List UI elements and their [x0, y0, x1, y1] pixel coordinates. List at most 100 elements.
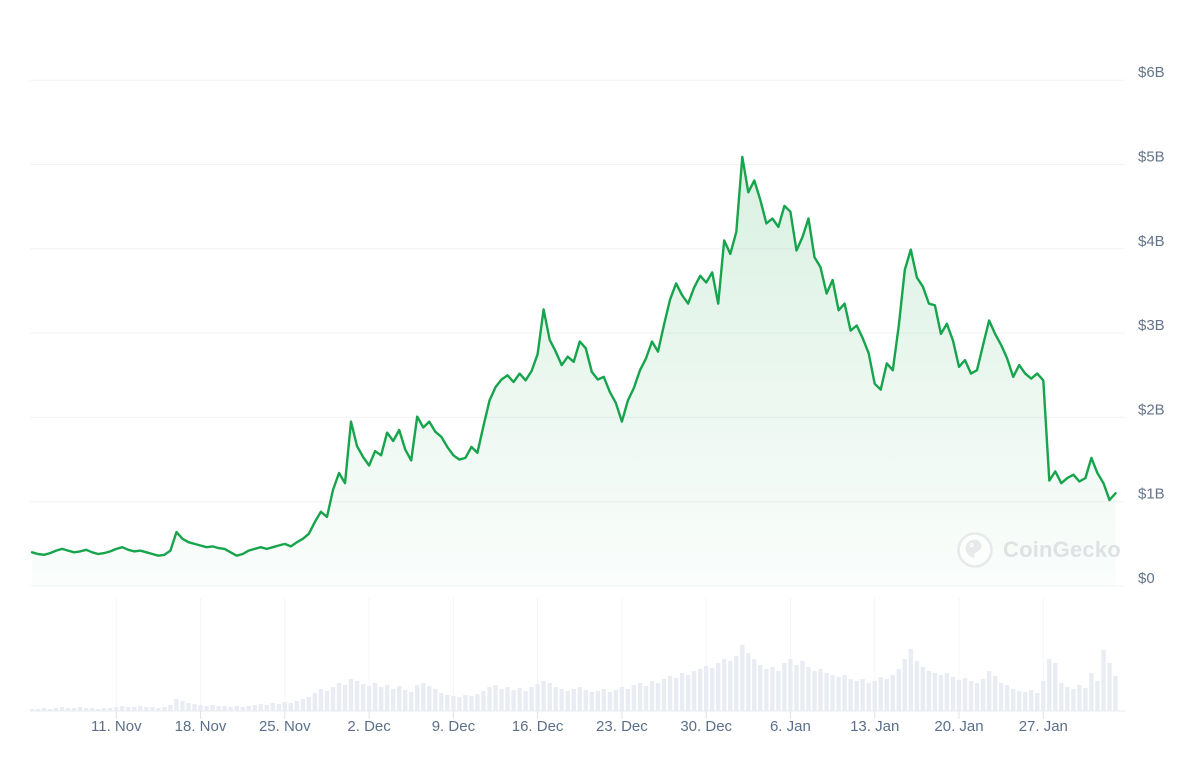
- volume-bar: [511, 690, 516, 711]
- volume-bar: [1011, 689, 1016, 711]
- volume-bar: [138, 706, 143, 711]
- volume-bar: [583, 690, 588, 711]
- volume-bar: [710, 668, 715, 711]
- volume-bar: [216, 706, 221, 711]
- volume-bar: [607, 692, 613, 711]
- volume-bar: [433, 689, 438, 711]
- volume-bar: [920, 667, 926, 711]
- x-axis-label: 25. Nov: [259, 718, 311, 735]
- volume-bar: [728, 661, 733, 711]
- volume-bar: [252, 705, 257, 711]
- volume-bar: [65, 708, 71, 711]
- volume-bar: [493, 685, 498, 711]
- x-axis-labels: 11. Nov 18. Nov 25. Nov 2. Dec 9. Dec 16. Dec…: [91, 718, 1068, 735]
- volume-bar: [457, 697, 462, 711]
- volume-bar: [980, 679, 986, 711]
- volume-bar: [1017, 691, 1022, 711]
- volume-bar: [661, 679, 667, 711]
- volume-bar: [71, 708, 77, 711]
- volume-bar: [890, 675, 895, 711]
- volume-bar: [950, 677, 956, 711]
- volume-bar: [716, 663, 721, 711]
- volume-bar: [565, 691, 570, 711]
- volume-bar: [824, 673, 829, 711]
- volume-bar: [908, 649, 913, 711]
- volume-bar: [1071, 689, 1076, 711]
- volume-bar: [926, 671, 932, 711]
- volume-bar: [800, 661, 805, 711]
- volume-bar: [487, 687, 492, 711]
- volume-bar: [96, 709, 101, 711]
- volume-bar: [571, 689, 576, 711]
- volume-bar: [974, 683, 980, 711]
- volume-bar: [625, 689, 631, 711]
- volume-bar: [541, 681, 546, 711]
- volume-bar: [932, 673, 938, 711]
- volume-bar: [559, 689, 564, 711]
- y-axis-label: $1B: [1138, 486, 1165, 503]
- volume-bar: [421, 683, 426, 711]
- volume-bar: [914, 661, 920, 711]
- volume-bar: [854, 681, 859, 711]
- volume-bar: [258, 704, 263, 711]
- volume-bar: [439, 693, 444, 711]
- volume-bar: [673, 678, 679, 711]
- price-line[interactable]: [30, 155, 1117, 557]
- volume-bar: [1065, 687, 1070, 711]
- volume-bar: [53, 708, 59, 711]
- volume-bar: [186, 703, 191, 711]
- volume-bar: [836, 677, 841, 711]
- volume-bar: [391, 689, 396, 711]
- volume-bar: [830, 675, 835, 711]
- volume-bar: [992, 676, 998, 711]
- volume-bar: [685, 675, 691, 711]
- volume-bar: [1047, 659, 1052, 711]
- volume-bar: [162, 707, 167, 711]
- volume-bar: [312, 693, 318, 711]
- volume-bar: [378, 687, 384, 711]
- volume-bar: [818, 669, 823, 711]
- volume-bar: [746, 653, 751, 711]
- volume-bar: [228, 707, 233, 711]
- volume-bar: [962, 678, 968, 711]
- volume-bar: [1053, 663, 1058, 711]
- volume-bar: [752, 659, 757, 711]
- volume-bar: [174, 699, 179, 711]
- volume-bar: [896, 669, 901, 711]
- volume-bar: [902, 659, 907, 711]
- volume-bar: [35, 709, 41, 711]
- volume-bar: [300, 699, 306, 711]
- price-area-fill: [32, 156, 1116, 586]
- x-axis-label: 6. Jan: [770, 718, 811, 735]
- y-axis-label: $5B: [1138, 149, 1165, 166]
- y-axis-label: $2B: [1138, 401, 1165, 418]
- volume-bar: [409, 692, 414, 711]
- volume-bar: [848, 679, 853, 711]
- volume-bar: [643, 686, 649, 711]
- volume-bar: [144, 707, 149, 711]
- volume-bar: [234, 706, 239, 711]
- x-axis-label: 23. Dec: [596, 718, 648, 735]
- volume-bar: [324, 691, 330, 711]
- volume-bar: [372, 683, 378, 711]
- volume-bar: [384, 685, 390, 711]
- volume-bar: [860, 679, 865, 711]
- volume-bar: [499, 689, 504, 711]
- volume-bar: [764, 669, 769, 711]
- volume-bar: [132, 707, 137, 711]
- volume-bar: [547, 683, 552, 711]
- volume-bar: [469, 696, 474, 711]
- x-axis-label: 13. Jan: [850, 718, 899, 735]
- volume-bar: [1089, 673, 1094, 711]
- volume-bar: [318, 689, 324, 711]
- volume-bar: [222, 706, 227, 711]
- volume-bar: [246, 706, 251, 711]
- volume-bars: [29, 645, 1118, 711]
- volume-bar: [156, 708, 161, 711]
- volume-bar: [403, 690, 408, 711]
- volume-bar: [655, 683, 661, 711]
- volume-bar: [1083, 688, 1088, 711]
- x-axis-label: 27. Jan: [1019, 718, 1068, 735]
- volume-bar: [535, 684, 540, 711]
